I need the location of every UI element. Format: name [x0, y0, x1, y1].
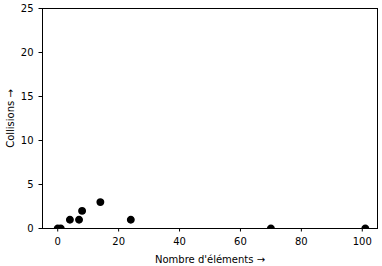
svg-text:80: 80 — [295, 236, 308, 247]
svg-text:100: 100 — [353, 236, 372, 247]
svg-text:25: 25 — [21, 3, 34, 14]
svg-text:20: 20 — [21, 47, 34, 58]
svg-text:20: 20 — [112, 236, 125, 247]
svg-text:15: 15 — [21, 91, 34, 102]
svg-text:40: 40 — [173, 236, 186, 247]
svg-text:5: 5 — [27, 179, 33, 190]
svg-text:60: 60 — [234, 236, 247, 247]
svg-text:0: 0 — [55, 236, 61, 247]
svg-text:0: 0 — [27, 223, 33, 234]
svg-text:Collisions →: Collisions → — [5, 89, 16, 148]
svg-text:Nombre d'éléments →: Nombre d'éléments → — [155, 254, 265, 265]
svg-text:10: 10 — [21, 135, 34, 146]
